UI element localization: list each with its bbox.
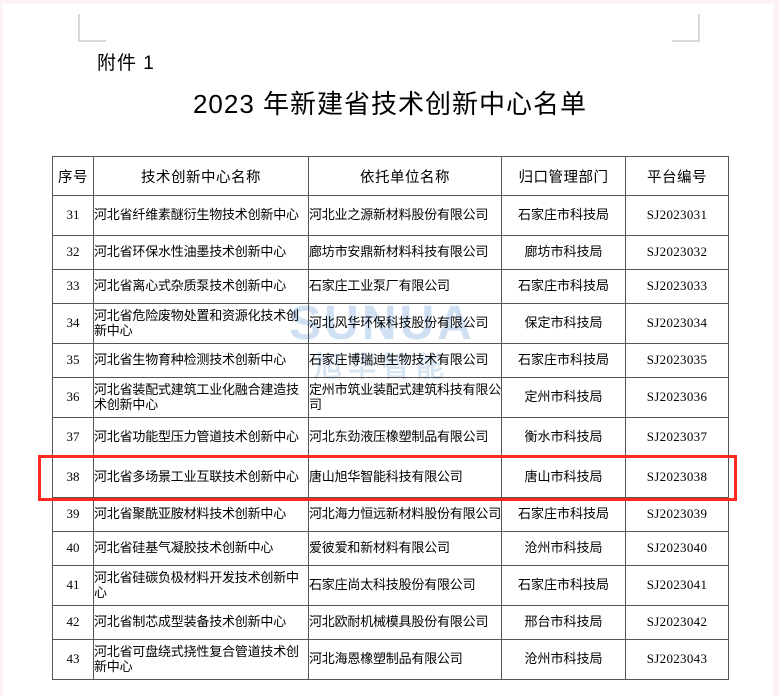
cell-index: 32 <box>52 235 94 270</box>
cell-index: 41 <box>52 565 94 606</box>
cell-department: 唐山市科技局 <box>501 457 626 498</box>
column-header-unit: 依托单位名称 <box>308 156 502 196</box>
table-header-row: 序号 技术创新中心名称 依托单位名称 归口管理部门 平台编号 <box>52 156 729 196</box>
cell-platform-code: SJ2023036 <box>625 377 729 418</box>
cell-department: 衡水市科技局 <box>501 417 626 458</box>
cell-support-unit: 河北海恩橡塑制品有限公司 <box>308 639 502 680</box>
cell-department: 石家庄市科技局 <box>501 497 626 532</box>
cell-index: 42 <box>52 605 94 640</box>
table-row: 40 河北省硅基气凝胶技术创新中心 爱彼爱和新材料有限公司 沧州市科技局 SJ20230… <box>52 531 729 566</box>
cell-platform-code: SJ2023043 <box>625 639 729 680</box>
page-edge-top <box>0 0 779 4</box>
cell-support-unit: 河北风华环保科技股份有限公司 <box>308 303 502 344</box>
page-bottom-cutoff <box>0 696 779 698</box>
cell-department: 石家庄市科技局 <box>501 565 626 606</box>
cell-platform-code: SJ2023038 <box>625 457 729 498</box>
cell-support-unit: 河北东劲液压橡塑制品有限公司 <box>308 417 502 458</box>
crop-mark-top-right-icon <box>672 14 700 42</box>
cell-platform-code: SJ2023035 <box>625 343 729 378</box>
cell-center-name: 河北省功能型压力管道技术创新中心 <box>93 417 309 458</box>
cell-index: 36 <box>52 377 94 418</box>
cell-index: 35 <box>52 343 94 378</box>
table-row: 31 河北省纤维素醚衍生物技术创新中心 河北业之源新材料股份有限公司 石家庄市科技局 S… <box>52 195 729 236</box>
table-row: 38 河北省多场景工业互联技术创新中心 唐山旭华智能科技有限公司 唐山市科技局 SJ20… <box>52 457 729 498</box>
cell-platform-code: SJ2023033 <box>625 269 729 304</box>
cell-support-unit: 定州市筑业装配式建筑科技有限公司 <box>308 377 502 418</box>
cell-center-name: 河北省硅基气凝胶技术创新中心 <box>93 531 309 566</box>
innovation-center-table: 序号 技术创新中心名称 依托单位名称 归口管理部门 平台编号 31 河北省纤维素醚… <box>52 156 729 680</box>
cell-department: 廊坊市科技局 <box>501 235 626 270</box>
cell-index: 38 <box>52 457 94 498</box>
cell-support-unit: 廊坊市安鼎新材料科技有限公司 <box>308 235 502 270</box>
cell-index: 40 <box>52 531 94 566</box>
cell-center-name: 河北省硅碳负极材料开发技术创新中心 <box>93 565 309 606</box>
column-header-name: 技术创新中心名称 <box>93 156 309 196</box>
cell-platform-code: SJ2023040 <box>625 531 729 566</box>
cell-department: 沧州市科技局 <box>501 639 626 680</box>
cell-support-unit: 石家庄博瑞迪生物技术有限公司 <box>308 343 502 378</box>
table-body: 31 河北省纤维素醚衍生物技术创新中心 河北业之源新材料股份有限公司 石家庄市科技局 S… <box>52 195 729 680</box>
column-header-code: 平台编号 <box>625 156 729 196</box>
cell-index: 33 <box>52 269 94 304</box>
table-row: 34 河北省危险废物处置和资源化技术创新中心 河北风华环保科技股份有限公司 保定市科技… <box>52 303 729 344</box>
cell-center-name: 河北省多场景工业互联技术创新中心 <box>93 457 309 498</box>
cell-center-name: 河北省环保水性油墨技术创新中心 <box>93 235 309 270</box>
cell-platform-code: SJ2023039 <box>625 497 729 532</box>
cell-support-unit: 河北欧耐机械模具股份有限公司 <box>308 605 502 640</box>
table-row: 32 河北省环保水性油墨技术创新中心 廊坊市安鼎新材料科技有限公司 廊坊市科技局 SJ2… <box>52 235 729 270</box>
page-title: 2023 年新建省技术创新中心名单 <box>192 89 588 119</box>
cell-center-name: 河北省纤维素醚衍生物技术创新中心 <box>93 195 309 236</box>
cell-center-name: 河北省危险废物处置和资源化技术创新中心 <box>93 303 309 344</box>
cell-platform-code: SJ2023031 <box>625 195 729 236</box>
column-header-dept: 归口管理部门 <box>501 156 626 196</box>
cell-index: 34 <box>52 303 94 344</box>
cell-support-unit: 河北海力恒远新材料股份有限公司 <box>308 497 502 532</box>
cell-support-unit: 河北业之源新材料股份有限公司 <box>308 195 502 236</box>
attachment-label: 附件 1 <box>97 53 155 74</box>
page-edge-left <box>0 0 3 698</box>
cell-department: 石家庄市科技局 <box>501 195 626 236</box>
cell-department: 邢台市科技局 <box>501 605 626 640</box>
cell-center-name: 河北省聚酰亚胺材料技术创新中心 <box>93 497 309 532</box>
cell-center-name: 河北省离心式杂质泵技术创新中心 <box>93 269 309 304</box>
cell-center-name: 河北省制芯成型装备技术创新中心 <box>93 605 309 640</box>
table-row: 39 河北省聚酰亚胺材料技术创新中心 河北海力恒远新材料股份有限公司 石家庄市科技局 S… <box>52 497 729 532</box>
cell-platform-code: SJ2023041 <box>625 565 729 606</box>
crop-mark-top-left-icon <box>78 14 106 42</box>
table-row: 35 河北省生物育种检测技术创新中心 石家庄博瑞迪生物技术有限公司 石家庄市科技局 SJ… <box>52 343 729 378</box>
cell-department: 石家庄市科技局 <box>501 269 626 304</box>
cell-center-name: 河北省可盘绕式挠性复合管道技术创新中心 <box>93 639 309 680</box>
cell-platform-code: SJ2023034 <box>625 303 729 344</box>
cell-support-unit: 石家庄工业泵厂有限公司 <box>308 269 502 304</box>
table-row: 42 河北省制芯成型装备技术创新中心 河北欧耐机械模具股份有限公司 邢台市科技局 SJ2… <box>52 605 729 640</box>
cell-support-unit: 唐山旭华智能科技有限公司 <box>308 457 502 498</box>
table-row: 43 河北省可盘绕式挠性复合管道技术创新中心 河北海恩橡塑制品有限公司 沧州市科技局 S… <box>52 639 729 680</box>
page-edge-right <box>773 0 779 698</box>
table-row: 33 河北省离心式杂质泵技术创新中心 石家庄工业泵厂有限公司 石家庄市科技局 SJ202… <box>52 269 729 304</box>
cell-department: 石家庄市科技局 <box>501 343 626 378</box>
table-row: 36 河北省装配式建筑工业化融合建造技术创新中心 定州市筑业装配式建筑科技有限公司定… <box>52 377 729 418</box>
cell-index: 39 <box>52 497 94 532</box>
cell-support-unit: 石家庄尚太科技股份有限公司 <box>308 565 502 606</box>
table-row: 41 河北省硅碳负极材料开发技术创新中心 石家庄尚太科技股份有限公司 石家庄市科技局 S… <box>52 565 729 606</box>
table-row: 37 河北省功能型压力管道技术创新中心 河北东劲液压橡塑制品有限公司 衡水市科技局 SJ… <box>52 417 729 458</box>
table-header: 序号 技术创新中心名称 依托单位名称 归口管理部门 平台编号 <box>52 156 729 196</box>
cell-department: 沧州市科技局 <box>501 531 626 566</box>
cell-support-unit: 爱彼爱和新材料有限公司 <box>308 531 502 566</box>
cell-department: 定州市科技局 <box>501 377 626 418</box>
cell-center-name: 河北省装配式建筑工业化融合建造技术创新中心 <box>93 377 309 418</box>
cell-index: 31 <box>52 195 94 236</box>
cell-platform-code: SJ2023042 <box>625 605 729 640</box>
cell-index: 43 <box>52 639 94 680</box>
cell-platform-code: SJ2023037 <box>625 417 729 458</box>
cell-center-name: 河北省生物育种检测技术创新中心 <box>93 343 309 378</box>
cell-index: 37 <box>52 417 94 458</box>
cell-platform-code: SJ2023032 <box>625 235 729 270</box>
cell-department: 保定市科技局 <box>501 303 626 344</box>
column-header-no: 序号 <box>52 156 94 196</box>
